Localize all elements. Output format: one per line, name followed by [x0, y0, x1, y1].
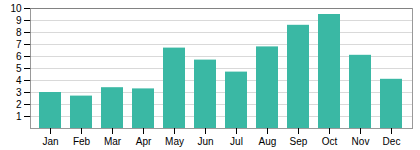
svg-text:Dec: Dec	[383, 136, 401, 147]
svg-text:8: 8	[16, 27, 22, 38]
svg-text:9: 9	[16, 15, 22, 26]
svg-text:Jul: Jul	[230, 136, 243, 147]
svg-text:2: 2	[16, 99, 22, 110]
svg-text:Feb: Feb	[73, 136, 91, 147]
svg-text:7: 7	[16, 39, 22, 50]
svg-text:6: 6	[16, 51, 22, 62]
svg-text:Jun: Jun	[197, 136, 213, 147]
svg-text:Nov: Nov	[352, 136, 370, 147]
svg-text:Mar: Mar	[104, 136, 122, 147]
svg-text:5: 5	[16, 63, 22, 74]
svg-text:10: 10	[10, 3, 22, 14]
svg-text:May: May	[165, 136, 184, 147]
svg-text:Jan: Jan	[42, 136, 58, 147]
svg-text:Apr: Apr	[136, 136, 152, 147]
svg-text:Oct: Oct	[322, 136, 338, 147]
svg-text:Sep: Sep	[290, 136, 308, 147]
svg-text:4: 4	[16, 75, 22, 86]
svg-text:3: 3	[16, 87, 22, 98]
svg-text:Aug: Aug	[259, 136, 277, 147]
svg-text:1: 1	[16, 111, 22, 122]
